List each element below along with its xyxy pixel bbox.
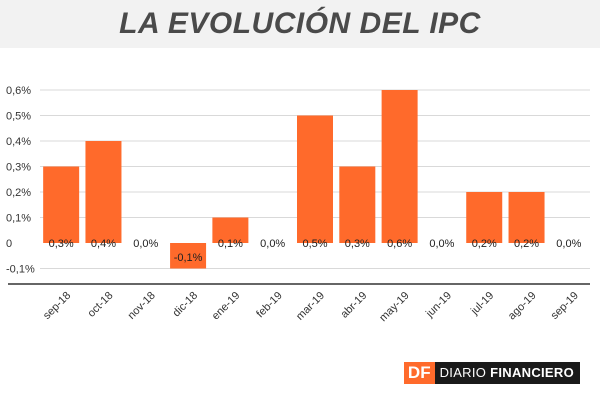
y-tick-label: 0,3% xyxy=(6,162,31,174)
data-label: 0,2% xyxy=(472,238,497,250)
x-tick-label: mar-19 xyxy=(294,290,327,323)
y-tick-label: 0,1% xyxy=(6,213,31,225)
bar xyxy=(508,192,545,243)
x-tick-label: may-19 xyxy=(377,290,411,324)
y-tick-label: 0 xyxy=(6,238,12,250)
bar xyxy=(212,217,249,243)
bar xyxy=(339,166,376,243)
bar xyxy=(85,141,122,243)
x-tick-label: sep-18 xyxy=(41,290,73,322)
bar xyxy=(466,192,503,243)
data-label: 0,0% xyxy=(133,238,158,250)
data-label: 0,3% xyxy=(49,238,74,250)
data-label: 0,3% xyxy=(345,238,370,250)
bar xyxy=(381,90,418,243)
y-tick-label: 0,4% xyxy=(6,136,31,148)
data-label: 0,6% xyxy=(387,238,412,250)
x-tick-label: feb-19 xyxy=(254,290,285,321)
brand-name-bold: FINANCIERO xyxy=(490,365,574,380)
brand-name: DIARIO FINANCIERO xyxy=(434,362,580,384)
data-label: 0,1% xyxy=(218,238,243,250)
y-tick-label: -0,1% xyxy=(6,264,35,276)
x-tick-label: nov-18 xyxy=(126,290,158,322)
y-tick-label: 0,5% xyxy=(6,111,31,123)
data-label: -0,1% xyxy=(174,252,203,264)
y-tick-label: 0,2% xyxy=(6,187,31,199)
x-tick-label: dic-18 xyxy=(171,290,201,320)
data-label: 0,0% xyxy=(556,238,581,250)
chart-title: LA EVOLUCIÓN DEL IPC xyxy=(119,7,481,40)
x-tick-label: abr-19 xyxy=(338,290,369,321)
data-label: 0,5% xyxy=(302,238,327,250)
x-tick-label: ago-19 xyxy=(506,290,539,323)
x-axis-ticks: sep-18 oct-18 nov-18 dic-18 ene-19 feb-19 mar-… xyxy=(41,290,581,324)
brand-mark: DF xyxy=(403,362,435,384)
brand-name-light: DIARIO xyxy=(439,365,487,380)
data-label: 0,2% xyxy=(514,238,539,250)
data-label: 0,4% xyxy=(91,238,116,250)
brand-logo: DF DIARIO FINANCIERO xyxy=(403,362,580,384)
y-axis-ticks: -0,1% 0 0,1% 0,2% 0,3% 0,4% 0,5% 0,6% xyxy=(6,85,35,276)
x-tick-label: ene-19 xyxy=(210,290,243,323)
x-tick-label: jul-19 xyxy=(468,290,496,318)
data-label: 0,0% xyxy=(260,238,285,250)
bar xyxy=(43,166,80,243)
bar xyxy=(170,243,207,269)
bar-layer xyxy=(43,90,545,269)
title-band xyxy=(0,0,600,48)
x-tick-label: jun-19 xyxy=(423,290,454,321)
bar xyxy=(297,115,333,243)
y-tick-label: 0,6% xyxy=(6,85,31,97)
x-tick-label: oct-18 xyxy=(85,290,115,320)
x-tick-label: sep-19 xyxy=(549,290,581,322)
data-labels: 0,3% 0,4% 0,0% -0,1% 0,1% 0,0% 0,5% 0,3% 0,6% 0,0… xyxy=(49,238,582,264)
data-label: 0,0% xyxy=(429,238,454,250)
